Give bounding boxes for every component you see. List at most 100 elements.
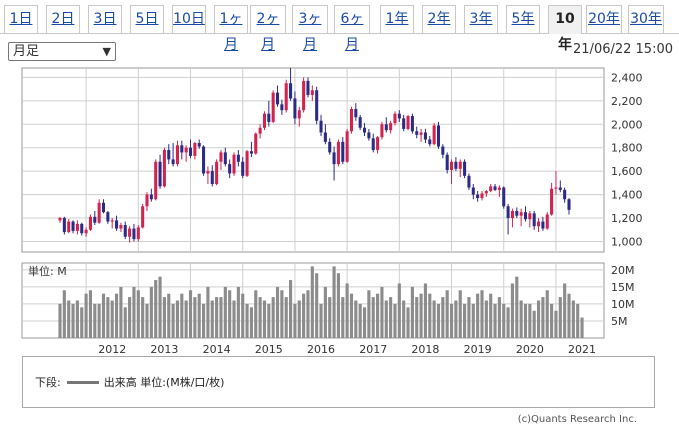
volume-bar (228, 290, 232, 338)
stock-chart: 1,000 1,200 1,400 1,600 1,800 2,000 2,200 2,400… (21, 67, 643, 356)
year-tick-label: 2013 (150, 343, 178, 356)
candle-down (71, 221, 75, 231)
candle-up (75, 223, 79, 231)
candle-up (519, 212, 523, 216)
tab-1[interactable]: 2日 (46, 5, 80, 33)
volume-bar (519, 300, 523, 338)
volume-bar (180, 293, 184, 338)
candle-up (184, 147, 188, 153)
volume-bar (284, 297, 288, 338)
tab-4[interactable]: 10日 (172, 5, 206, 33)
volume-bar (258, 297, 262, 338)
candle-down (436, 125, 441, 147)
volume-bar (206, 286, 210, 338)
tab-5[interactable]: 1ヶ月 (214, 5, 248, 53)
candle-up (302, 80, 306, 111)
volume-bar (297, 300, 301, 338)
candle-down (132, 228, 136, 240)
tab-2[interactable]: 3日 (88, 5, 122, 33)
volume-bar (345, 283, 349, 338)
candle-up (136, 227, 140, 240)
volume-bar (576, 303, 580, 338)
volume-bar (341, 297, 345, 338)
candle-down (149, 194, 153, 200)
volume-bar (419, 293, 423, 338)
price-tick-label: 1,800 (611, 142, 643, 155)
volume-bar (310, 266, 314, 338)
volume-bar (114, 293, 119, 338)
volume-bar (223, 286, 227, 338)
copyright: (c)Quants Research Inc. (517, 414, 637, 425)
candle-up (154, 161, 158, 200)
price-panel-frame (21, 67, 605, 253)
tab-13[interactable]: 10年 (548, 5, 582, 53)
volume-bar (267, 303, 271, 338)
volume-bar (293, 303, 297, 338)
volume-bar (328, 297, 332, 338)
tab-7[interactable]: 3ヶ月 (292, 5, 328, 53)
tab-14[interactable]: 20年 (586, 5, 622, 33)
year-tick-label: 2019 (464, 343, 492, 356)
candle-down (171, 159, 175, 165)
candle-down (289, 83, 293, 99)
volume-bar (563, 283, 567, 338)
year-tick-label: 2016 (307, 343, 335, 356)
candle-down (354, 109, 358, 118)
volume-bar (171, 303, 175, 338)
candle-up (215, 161, 219, 185)
tab-11[interactable]: 3年 (464, 5, 498, 33)
tab-9[interactable]: 1年 (380, 5, 414, 33)
volume-bar (550, 303, 554, 338)
volume-bar (210, 300, 214, 338)
candle-up (88, 216, 92, 230)
candle-down (371, 138, 375, 151)
volume-bar (128, 297, 132, 338)
volume-bar (432, 300, 436, 338)
candle-down (397, 113, 401, 119)
tab-15[interactable]: 30年 (628, 5, 664, 33)
volume-bar (75, 300, 79, 338)
volume-bar (336, 273, 340, 338)
tab-3[interactable]: 5日 (130, 5, 164, 33)
candle-down (158, 161, 162, 187)
tab-baseline (0, 33, 679, 34)
volume-bar (280, 290, 284, 338)
volume-bar (197, 293, 201, 338)
candle-up (175, 145, 179, 165)
tab-6[interactable]: 2ヶ月 (250, 5, 286, 53)
tab-10[interactable]: 2年 (422, 5, 456, 33)
volume-bar (149, 286, 153, 338)
candle-down (188, 147, 193, 156)
year-tick-label: 2015 (255, 343, 283, 356)
candle-down (323, 132, 327, 142)
candle-down (115, 220, 119, 229)
tab-8[interactable]: 6ヶ月 (334, 5, 370, 53)
candle-up (458, 161, 462, 169)
candle-up (380, 124, 384, 138)
volume-bar (384, 300, 388, 338)
candle-down (167, 150, 171, 160)
volume-bar (471, 303, 475, 338)
volume-bar (445, 290, 449, 338)
candle-period-select[interactable]: 月足 ▼ (8, 42, 116, 61)
candle-down (402, 118, 406, 129)
tab-12[interactable]: 5年 (506, 5, 540, 33)
tab-0[interactable]: 1日 (4, 5, 38, 33)
candle-down (515, 210, 519, 216)
volume-bar (302, 293, 306, 338)
candle-up (550, 188, 554, 215)
volume-bar (397, 283, 401, 338)
volume-bar (510, 283, 515, 338)
volume-bar (580, 317, 584, 338)
candle-up (419, 132, 423, 135)
candle-up (345, 131, 349, 162)
candle-up (97, 202, 101, 223)
candle-up (232, 154, 236, 174)
volume-bar (123, 307, 127, 338)
volume-bar (175, 300, 180, 338)
volume-tick-label: 10M (611, 298, 635, 311)
candle-up (58, 218, 62, 221)
candle-down (197, 143, 201, 147)
volume-bar (358, 303, 362, 338)
volume-bar (141, 297, 145, 338)
